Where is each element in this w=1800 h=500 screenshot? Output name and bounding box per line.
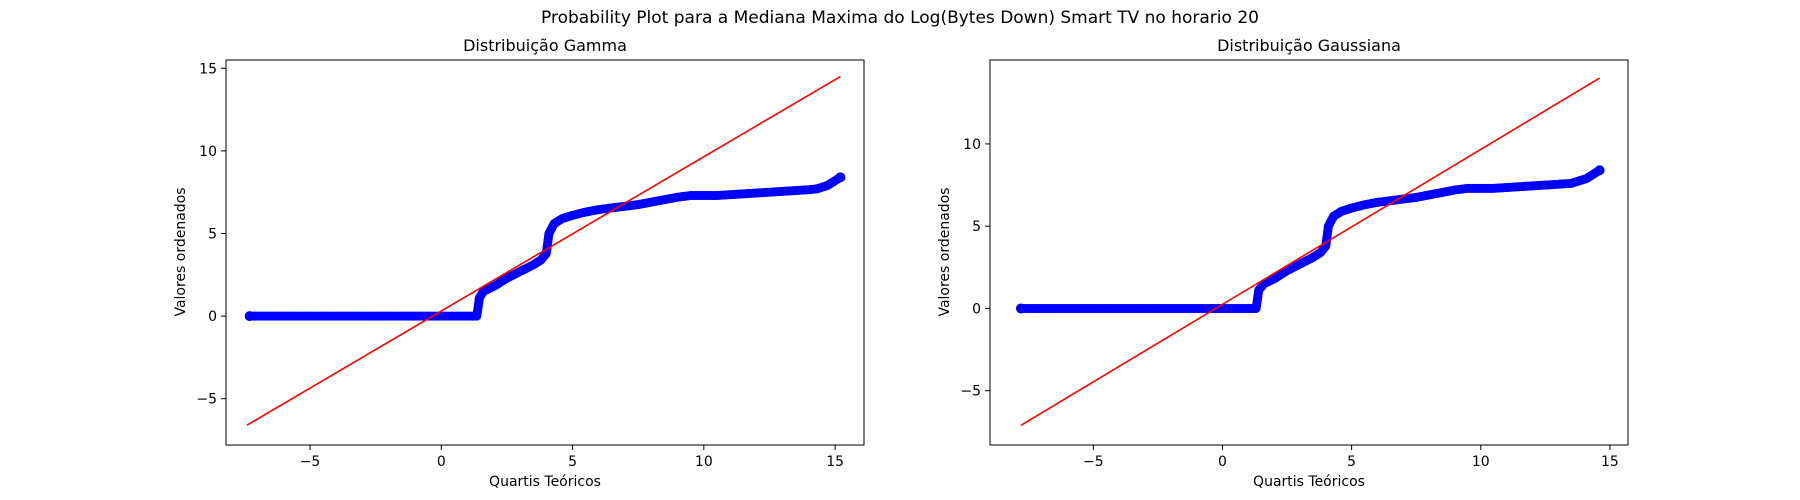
gaussian-tick-group: −5 0 5 10 15 −5 0 5 10	[960, 137, 1618, 470]
gamma-y-tick-label: 10	[199, 144, 217, 160]
gamma-y-axis-label: Valores ordenados	[173, 187, 189, 316]
gamma-plot-area	[244, 75, 846, 426]
gaussian-fit-line	[1020, 77, 1600, 426]
gamma-x-tick-label: 5	[568, 454, 577, 470]
gamma-x-tick-label: 0	[437, 454, 446, 470]
gamma-tick-group: −5 0 5 10 15 −5 0 5 10 15	[196, 61, 844, 470]
gamma-fit-line	[246, 75, 841, 426]
gaussian-x-tick-label: 5	[1347, 454, 1356, 470]
gaussian-y-tick-label: −5	[960, 384, 981, 400]
gamma-probability-plot: Distribuição Gamma −5 0 5 10 15 −5 0 5 10 15 Quar…	[173, 36, 865, 490]
gaussian-probability-plot: Distribuição Gaussiana −5 0 5 10 15 −5 0 5 10 Qu…	[937, 36, 1629, 490]
gamma-x-tick-label: 10	[695, 454, 713, 470]
gamma-x-tick-label: 15	[826, 454, 844, 470]
gaussian-x-tick-label: 10	[1472, 454, 1490, 470]
gamma-data-point	[835, 172, 846, 183]
gamma-x-axis-label: Quartis Teóricos	[489, 474, 601, 490]
gamma-x-tick-label: −5	[300, 454, 321, 470]
figure-title: Probability Plot para a Mediana Maxima d…	[541, 8, 1259, 28]
gaussian-y-axis-label: Valores ordenados	[937, 187, 953, 316]
gamma-y-tick-label: 0	[208, 309, 217, 325]
gaussian-data-point	[1594, 165, 1605, 176]
gaussian-y-tick-label: 0	[972, 301, 981, 317]
gaussian-y-tick-label: 5	[972, 219, 981, 235]
gaussian-x-tick-label: −5	[1083, 454, 1104, 470]
gaussian-x-tick-label: 0	[1218, 454, 1227, 470]
gamma-plot-title: Distribuição Gamma	[463, 36, 627, 55]
gamma-y-tick-label: 15	[199, 61, 217, 77]
gaussian-y-tick-label: 10	[963, 137, 981, 153]
gamma-axes-frame	[225, 59, 865, 446]
gaussian-plot-area	[1015, 77, 1605, 426]
gaussian-x-axis-label: Quartis Teóricos	[1253, 474, 1365, 490]
gaussian-x-tick-label: 15	[1601, 454, 1619, 470]
gaussian-axes-frame	[989, 59, 1629, 446]
gamma-y-tick-label: 5	[208, 226, 217, 242]
gamma-y-tick-label: −5	[196, 392, 217, 408]
gaussian-plot-title: Distribuição Gaussiana	[1217, 36, 1401, 55]
